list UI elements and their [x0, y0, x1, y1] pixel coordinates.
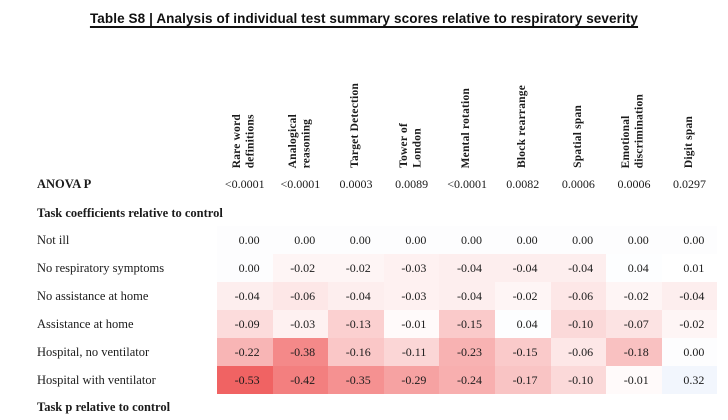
coefficient-cell: 0.00 — [328, 226, 384, 254]
section-task-coefficients: Task coefficients relative to control — [0, 200, 718, 226]
coefficient-cell: -0.53 — [217, 366, 273, 394]
anova-p-value: <0.0001 — [217, 168, 273, 200]
coefficient-cell: -0.04 — [439, 282, 495, 310]
coefficient-cell: -0.18 — [606, 338, 662, 366]
anova-p-value: 0.0082 — [494, 168, 551, 200]
coefficient-cell: -0.09 — [217, 310, 273, 338]
coefficient-cell: -0.04 — [439, 254, 495, 282]
column-header-label: Emotional discrimination — [620, 93, 646, 168]
coefficient-cell: 0.04 — [494, 310, 551, 338]
coefficient-cell: -0.04 — [217, 282, 273, 310]
column-header-target-detection: Target Detection — [328, 42, 384, 168]
coefficient-cell: -0.01 — [383, 310, 440, 338]
coefficient-cell: 0.00 — [606, 226, 662, 254]
column-header-block-rearrange: Block rearrange — [495, 42, 551, 168]
coefficient-cell: 0.00 — [550, 226, 607, 254]
anova-p-value: <0.0001 — [272, 168, 329, 200]
coefficient-cell: 0.32 — [661, 366, 718, 394]
coefficient-cell: -0.15 — [494, 338, 551, 366]
column-header-emotional-discrimination: Emotional discrimination — [606, 42, 662, 168]
coefficient-cell: 0.00 — [217, 254, 273, 282]
coefficient-cell: -0.07 — [606, 310, 662, 338]
coefficient-cell: -0.13 — [328, 310, 384, 338]
coefficient-cell: -0.15 — [439, 310, 495, 338]
coefficient-cell: -0.23 — [439, 338, 495, 366]
summary-table: Rare word definitions Analogical reasoni… — [0, 42, 718, 420]
coefficient-cell: -0.03 — [383, 282, 440, 310]
coefficient-cell: 0.00 — [661, 338, 718, 366]
column-header-label: Spatial span — [571, 105, 584, 168]
coefficient-cell: 0.01 — [661, 254, 718, 282]
coefficient-cell: -0.02 — [661, 310, 718, 338]
coefficient-cell: -0.02 — [494, 282, 551, 310]
anova-p-value: 0.0006 — [550, 168, 607, 200]
anova-p-value: 0.0297 — [661, 168, 718, 200]
row-label-hospital-with-ventilator: Hospital with ventilator — [0, 366, 217, 394]
coefficient-cell: 0.00 — [383, 226, 440, 254]
coefficient-cell: -0.06 — [550, 338, 607, 366]
column-header-spatial-span: Spatial span — [551, 42, 607, 168]
row-label-anova-p: ANOVA P — [0, 168, 217, 200]
coefficient-cell: -0.04 — [550, 254, 607, 282]
column-header-tower-of-london: Tower of London — [384, 42, 440, 168]
column-header-digit-span: Digit span — [662, 42, 718, 168]
column-header-mental-rotation: Mental rotation — [439, 42, 495, 168]
coefficient-cell: -0.11 — [383, 338, 440, 366]
column-header-label: Mental rotation — [460, 87, 473, 168]
column-header-label: Target Detection — [349, 83, 362, 168]
coefficient-cell: -0.06 — [272, 282, 329, 310]
section-task-p: Task p relative to control — [0, 394, 718, 420]
row-label-hospital-no-ventilator: Hospital, no ventilator — [0, 338, 217, 366]
row-label-no-respiratory-symptoms: No respiratory symptoms — [0, 254, 217, 282]
column-header-label: Analogical reasoning — [286, 113, 313, 168]
row-label-not-ill: Not ill — [0, 226, 217, 254]
anova-p-value: 0.0006 — [606, 168, 662, 200]
coefficient-cell: -0.02 — [272, 254, 329, 282]
coefficient-cell: -0.42 — [272, 366, 329, 394]
header-spacer — [0, 42, 217, 168]
coefficient-cell: 0.04 — [606, 254, 662, 282]
row-label-no-assistance-at-home: No assistance at home — [0, 282, 217, 310]
coefficient-cell: -0.16 — [328, 338, 384, 366]
coefficient-cell: -0.10 — [550, 310, 607, 338]
coefficient-cell: -0.17 — [494, 366, 551, 394]
row-label-assistance-at-home: Assistance at home — [0, 310, 217, 338]
coefficient-cell: -0.24 — [439, 366, 495, 394]
coefficient-cell: 0.00 — [494, 226, 551, 254]
coefficient-cell: 0.00 — [661, 226, 718, 254]
coefficient-cell: -0.04 — [661, 282, 718, 310]
coefficient-cell: -0.03 — [272, 310, 329, 338]
coefficient-cell: -0.22 — [217, 338, 273, 366]
column-header-label: Rare word definitions — [231, 113, 257, 168]
anova-p-value: 0.0003 — [328, 168, 384, 200]
coefficient-cell: -0.04 — [328, 282, 384, 310]
column-header-label: Block rearrange — [515, 85, 528, 168]
column-header-label: Tower of London — [398, 123, 424, 168]
coefficient-cell: -0.02 — [606, 282, 662, 310]
coefficient-cell: -0.01 — [606, 366, 662, 394]
coefficient-cell: -0.02 — [328, 254, 384, 282]
anova-p-value: <0.0001 — [439, 168, 495, 200]
column-header-analogical-reasoning: Analogical reasoning — [273, 42, 329, 168]
coefficient-cell: -0.06 — [550, 282, 607, 310]
coefficient-cell: -0.35 — [328, 366, 384, 394]
column-header-label: Digit span — [682, 115, 695, 168]
coefficient-cell: -0.03 — [383, 254, 440, 282]
coefficient-cell: -0.29 — [383, 366, 440, 394]
column-header-rare-word-definitions: Rare word definitions — [217, 42, 273, 168]
table-title: Table S8 | Analysis of individual test s… — [89, 11, 639, 26]
coefficient-cell: -0.10 — [550, 366, 607, 394]
coefficient-cell: 0.00 — [272, 226, 329, 254]
coefficient-cell: -0.38 — [272, 338, 329, 366]
coefficient-cell: -0.04 — [494, 254, 551, 282]
coefficient-cell: 0.00 — [439, 226, 495, 254]
coefficient-cell: 0.00 — [217, 226, 273, 254]
anova-p-value: 0.0089 — [383, 168, 440, 200]
